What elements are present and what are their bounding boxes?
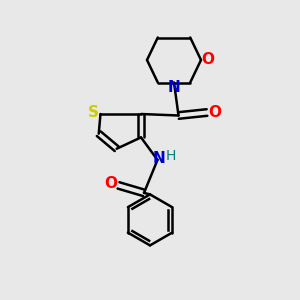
- Text: O: O: [208, 105, 221, 120]
- Text: S: S: [88, 105, 98, 120]
- Text: N: N: [153, 151, 165, 166]
- Text: H: H: [166, 149, 176, 163]
- Text: O: O: [104, 176, 118, 191]
- Text: O: O: [201, 52, 214, 68]
- Text: N: N: [168, 80, 180, 95]
